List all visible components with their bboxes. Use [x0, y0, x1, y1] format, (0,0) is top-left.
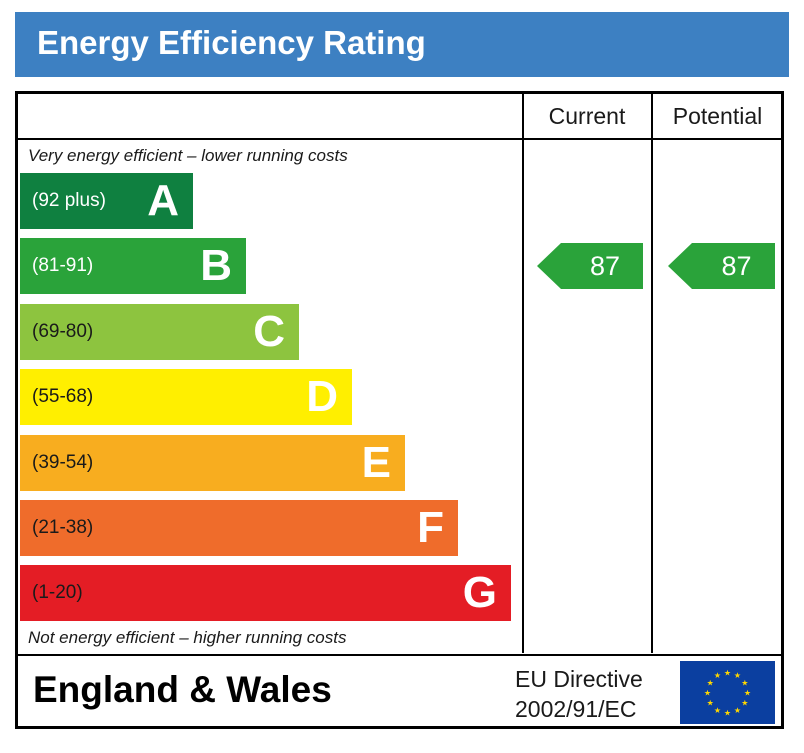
band-letter: B: [200, 238, 232, 294]
band-range-label: (21-38): [32, 500, 93, 556]
flag-star: ★: [707, 679, 714, 688]
band-letter: D: [306, 369, 338, 425]
current-column-header: Current: [523, 94, 651, 138]
band-letter: F: [417, 500, 444, 556]
flag-star: ★: [741, 699, 748, 708]
footer-rule: [18, 654, 781, 656]
flag-star: ★: [704, 689, 711, 698]
directive-line-1: EU Directive: [515, 664, 643, 694]
band-a: (92 plus) A: [20, 173, 193, 229]
flag-star: ★: [734, 706, 741, 715]
band-letter: E: [362, 435, 391, 491]
current-rating-arrow: 87: [537, 243, 643, 289]
chart-title: Energy Efficiency Rating: [37, 25, 426, 61]
potential-rating-value: 87: [698, 243, 775, 289]
band-range-label: (69-80): [32, 304, 93, 360]
flag-star: ★: [734, 671, 741, 680]
band-d: (55-68) D: [20, 369, 352, 425]
flag-star: ★: [744, 689, 751, 698]
band-letter: A: [147, 173, 179, 229]
band-g: (1-20) G: [20, 565, 511, 621]
divider-potential: [651, 94, 653, 653]
efficient-note: Very energy efficient – lower running co…: [28, 146, 348, 166]
eu-flag-icon: ★ ★★★★★★★★★★★: [680, 661, 775, 724]
flag-star: ★: [724, 669, 731, 678]
band-f: (21-38) F: [20, 500, 458, 556]
band-b: (81-91) B: [20, 238, 246, 294]
band-c: (69-80) C: [20, 304, 299, 360]
band-range-label: (92 plus): [32, 173, 106, 229]
band-letter: C: [253, 304, 285, 360]
potential-rating-arrow: 87: [668, 243, 775, 289]
rating-frame: Current Potential Very energy efficient …: [15, 91, 784, 729]
flag-star: ★: [741, 679, 748, 688]
divider-current: [522, 94, 524, 653]
band-range-label: (1-20): [32, 565, 83, 621]
band-range-label: (55-68): [32, 369, 93, 425]
potential-column-header: Potential: [653, 94, 782, 138]
current-rating-value: 87: [567, 243, 643, 289]
eu-directive: EU Directive 2002/91/EC: [515, 664, 643, 724]
inefficient-note: Not energy efficient – higher running co…: [28, 628, 346, 648]
band-range-label: (81-91): [32, 238, 93, 294]
header-bar: Energy Efficiency Rating: [15, 12, 789, 77]
header-rule: [18, 138, 781, 140]
band-e: (39-54) E: [20, 435, 405, 491]
band-range-label: (39-54): [32, 435, 93, 491]
flag-star: ★: [707, 699, 714, 708]
region-label: England & Wales: [33, 669, 332, 711]
band-letter: G: [463, 565, 497, 621]
flag-star: ★: [724, 709, 731, 718]
flag-star: ★: [714, 671, 721, 680]
directive-line-2: 2002/91/EC: [515, 694, 643, 724]
flag-star: ★: [714, 706, 721, 715]
